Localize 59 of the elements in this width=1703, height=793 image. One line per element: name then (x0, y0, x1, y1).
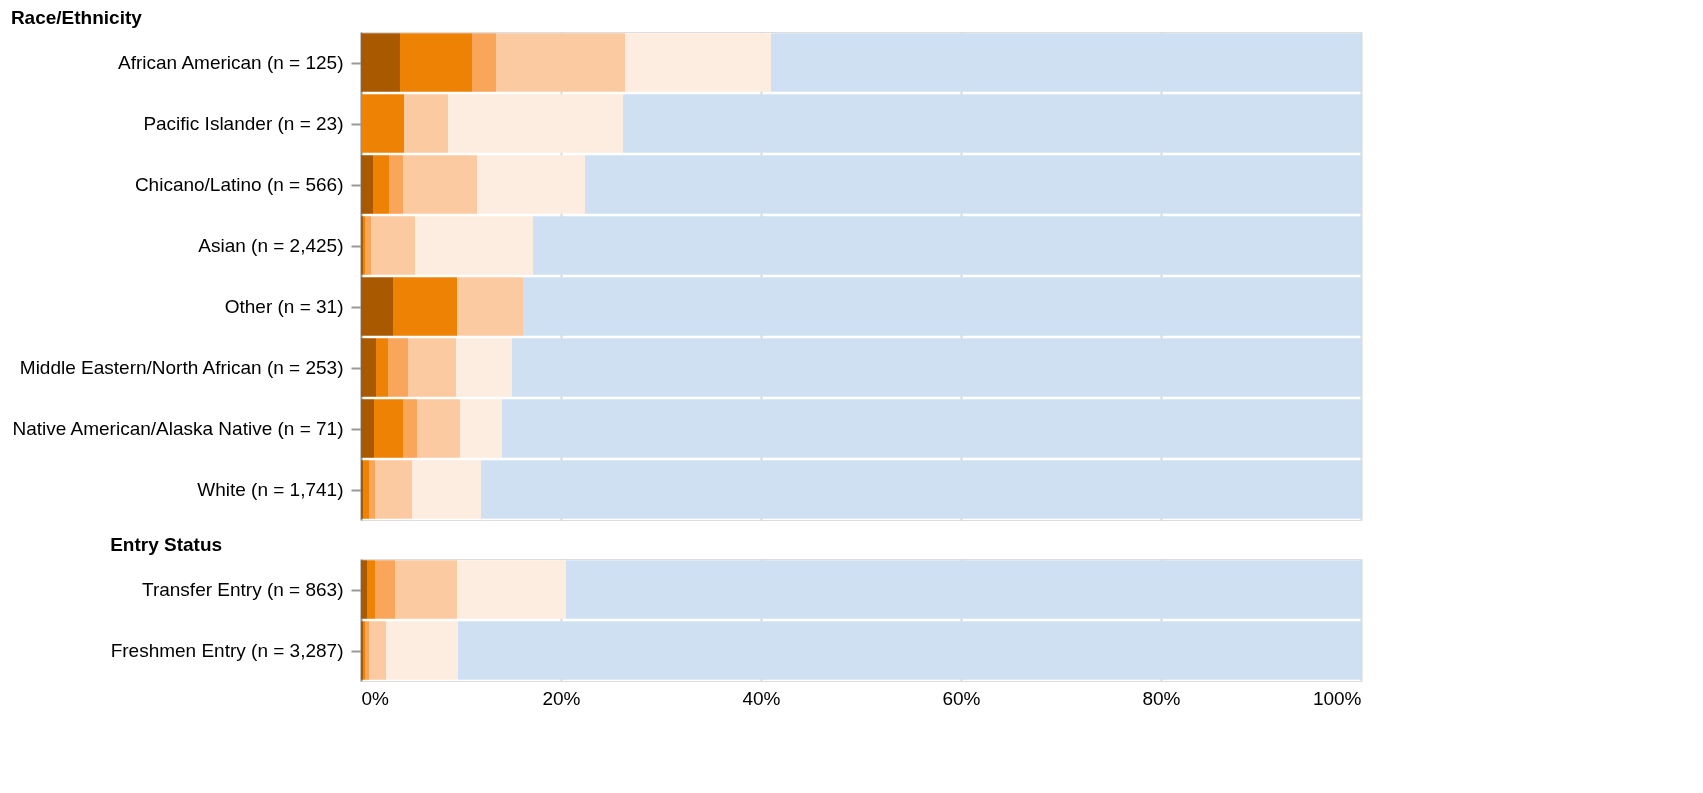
bar (361, 33, 400, 92)
bar (393, 277, 457, 336)
bar (496, 33, 625, 92)
bar (771, 33, 1361, 92)
bar (415, 216, 533, 275)
text: Race/Ethnicity (10, 7, 143, 28)
bar (361, 399, 374, 458)
y-tick-label: African American (n = 125) (118, 52, 344, 73)
bar (481, 460, 1361, 519)
bar (375, 460, 412, 519)
bar (361, 338, 376, 397)
y-tick-label: Pacific Islander (n = 23) (143, 113, 344, 134)
bar (623, 94, 1361, 153)
bar (408, 338, 456, 397)
bar (456, 338, 512, 397)
bar (477, 155, 585, 214)
bar (363, 460, 369, 519)
text: Entry Status (110, 534, 223, 555)
x-tick-label: 60% (942, 687, 981, 709)
bar (448, 94, 623, 153)
bar (412, 460, 481, 519)
bar (388, 338, 408, 397)
y-tick-label: Middle Eastern/North African (n = 253) (19, 357, 344, 378)
bar (502, 399, 1361, 458)
bar (361, 155, 373, 214)
x-tick-label: 20% (542, 687, 581, 709)
y-tick-label: White (n = 1,741) (197, 479, 344, 500)
bar (361, 94, 404, 153)
bar (457, 277, 523, 336)
bar (403, 399, 417, 458)
x-tick-label: 0% (361, 687, 390, 709)
y-tick-label: Asian (n = 2,425) (198, 235, 344, 256)
bar (460, 399, 502, 458)
y-tick-label: Native American/Alaska Native (n = 71) (12, 418, 344, 439)
bar (373, 155, 389, 214)
bar (371, 216, 415, 275)
bar (417, 399, 460, 458)
bar (585, 155, 1361, 214)
bar (512, 338, 1361, 397)
bar (404, 94, 448, 153)
bar (389, 155, 403, 214)
y-tick-label: Freshmen Entry (n = 3,287) (110, 640, 344, 661)
bar (361, 277, 393, 336)
y-tick-label: Transfer Entry (n = 863) (141, 579, 344, 600)
bar (523, 277, 1361, 336)
y-tick-label: Other (n = 31) (224, 296, 344, 317)
x-tick-label: 100% (1312, 687, 1362, 709)
bar (625, 33, 771, 92)
bar (365, 216, 371, 275)
bar (403, 155, 477, 214)
bar (369, 460, 375, 519)
bar (533, 216, 1361, 275)
x-tick-label: 80% (1142, 687, 1181, 709)
y-tick-label: Chicano/Latino (n = 566) (134, 174, 344, 195)
bar (472, 33, 496, 92)
bar (376, 338, 388, 397)
bar (374, 399, 403, 458)
x-tick-label: 40% (742, 687, 781, 709)
bar (400, 33, 472, 92)
